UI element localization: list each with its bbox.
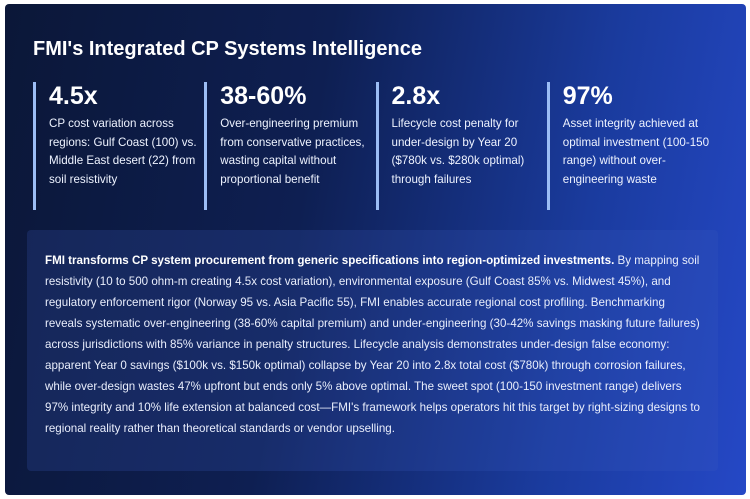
intelligence-panel: FMI's Integrated CP Systems Intelligence… [5, 4, 746, 495]
stat-description: Over-engineering premium from conservati… [220, 117, 365, 186]
stat-description: Asset integrity achieved at optimal inve… [562, 117, 710, 186]
stat-value: 2.8x [391, 82, 441, 110]
stat-description: Lifecycle cost penalty for under-design … [391, 117, 525, 186]
panel-title: FMI's Integrated CP Systems Intelligence [33, 38, 422, 60]
summary-lead: FMI transforms CP system procurement fro… [45, 254, 615, 267]
summary-box: FMI transforms CP system procurement fro… [27, 230, 718, 471]
summary-body: By mapping soil resistivity (10 to 500 o… [45, 254, 701, 435]
stat-card-over-engineering: 38-60% Over-engineering premium from con… [204, 82, 375, 210]
stat-card-cost-variation: 4.5x CP cost variation across regions: G… [33, 82, 204, 210]
stats-row: 4.5x CP cost variation across regions: G… [33, 82, 718, 212]
stat-card-asset-integrity: 97% Asset integrity achieved at optimal … [546, 82, 718, 210]
summary-text: FMI transforms CP system procurement fro… [45, 254, 700, 435]
stat-value: 4.5x [49, 82, 98, 110]
stat-description: CP cost variation across regions: Gulf C… [49, 117, 197, 186]
stat-value: 97% [562, 82, 613, 110]
stat-value: 38-60% [220, 82, 307, 110]
stat-card-lifecycle-penalty: 2.8x Lifecycle cost penalty for under-de… [375, 82, 547, 210]
